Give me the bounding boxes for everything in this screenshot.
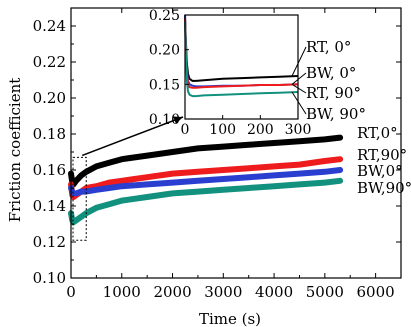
x-tick-label-4: 4000 xyxy=(255,283,293,301)
zoom-arrow-head-icon xyxy=(173,116,183,124)
inset-y-tick-label-3: 0.25 xyxy=(149,8,180,24)
x-tick-label-0: 0 xyxy=(66,283,76,301)
x-tick-label-6: 6000 xyxy=(357,283,395,301)
inset-x-tick-label-2: 200 xyxy=(247,122,274,138)
inset-background xyxy=(185,15,298,119)
y-axis-label: Friction coefficient xyxy=(6,78,24,223)
x-tick-label-1: 1000 xyxy=(103,283,141,301)
inset-legend-label-3: BW, 90° xyxy=(306,105,366,123)
series-line-2 xyxy=(68,167,344,197)
legend-label-1: RT,90° xyxy=(357,146,407,164)
inset-leader-line-2 xyxy=(291,83,307,94)
inset-plot: 0 100 200 300 0.10 0.15 0.20 0.25 RT, 0° BW, 0° RT… xyxy=(149,8,366,138)
inset-legend-label-0: RT, 0° xyxy=(306,38,351,56)
x-tick-label-3: 3000 xyxy=(204,283,242,301)
x-axis-label: Time (s) xyxy=(199,310,261,327)
y-tick-label-1: 0.12 xyxy=(33,233,66,251)
inset-y-tick-label-0: 0.10 xyxy=(149,112,180,128)
series-line-0 xyxy=(68,134,344,188)
legend-label-2: BW,0° xyxy=(357,162,403,180)
inset-x-tick-label-1: 100 xyxy=(209,122,236,138)
inset-leader-line-3 xyxy=(291,91,307,115)
inset-x-tick-label-3: 300 xyxy=(285,122,312,138)
series-line-3 xyxy=(68,177,344,226)
y-tick-label-6: 0.22 xyxy=(33,53,66,71)
y-tick-label-0: 0.10 xyxy=(33,269,66,287)
inset-series-line-3 xyxy=(184,21,299,98)
inset-legend-label-2: RT, 90° xyxy=(306,84,361,102)
main-plot: 0 1000 2000 3000 4000 5000 60000.100.120.140.1… xyxy=(33,7,411,301)
main-plot-frame xyxy=(70,7,402,279)
legend-label-0: RT,0° xyxy=(357,124,398,142)
x-tick-label-2: 2000 xyxy=(153,283,191,301)
y-tick-label-3: 0.16 xyxy=(33,161,66,179)
zoom-arrow-line xyxy=(81,116,184,157)
inset-y-tick-label-1: 0.15 xyxy=(149,77,180,93)
y-tick-label-4: 0.18 xyxy=(33,125,66,143)
y-tick-label-7: 0.24 xyxy=(33,17,66,35)
x-tick-label-5: 5000 xyxy=(306,283,344,301)
inset-frame xyxy=(184,14,299,120)
y-tick-label-5: 0.20 xyxy=(33,89,66,107)
inset-legend-label-1: BW, 0° xyxy=(306,64,356,82)
inset-leader-line-0 xyxy=(291,46,307,77)
inset-leader-line-1 xyxy=(291,72,307,85)
y-tick-label-2: 0.14 xyxy=(33,197,66,215)
legend-label-3: BW,90° xyxy=(357,179,411,197)
inset-y-tick-label-2: 0.20 xyxy=(149,43,180,59)
inset-x-tick-label-0: 0 xyxy=(181,122,190,138)
